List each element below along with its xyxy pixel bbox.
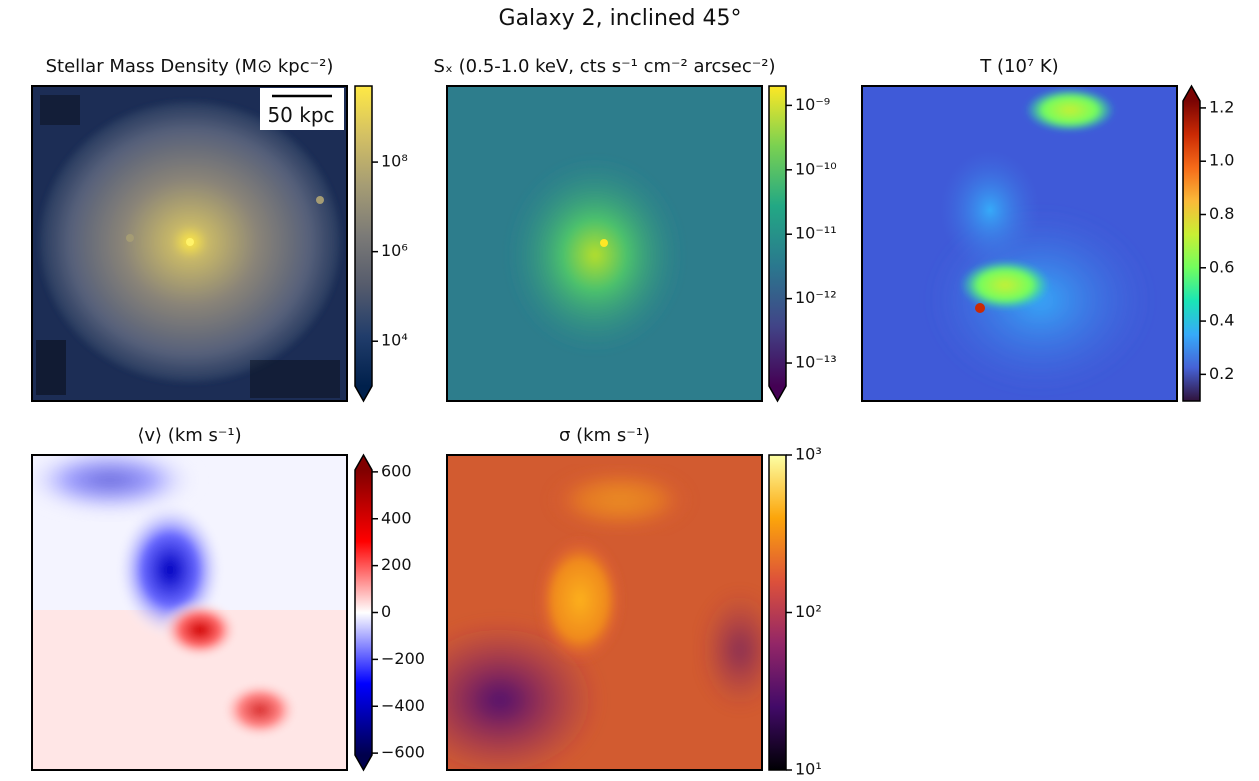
colorbar-outline: [354, 85, 373, 403]
colorbar: [1183, 101, 1200, 401]
panel-title: ⟨v⟩ (km s⁻¹): [137, 425, 241, 446]
colorbar-tick-label: 10⁶: [381, 241, 408, 260]
panel-title: Stellar Mass Density (M⊙ kpc⁻²): [46, 56, 334, 77]
image-stellar: [32, 86, 347, 401]
colorbar-tick-label: 10⁻¹⁰: [795, 159, 837, 178]
colorbar-tick-label: 0.2: [1209, 364, 1234, 383]
colorbar-tick-label: 1.0: [1209, 151, 1234, 170]
panel-title: T (10⁷ K): [979, 56, 1058, 77]
colorbar-extend-max: [1183, 86, 1200, 101]
colorbar-tick-label: 10¹: [795, 760, 822, 779]
colorbar-tick-label: −600: [381, 743, 425, 762]
colorbar-tick-label: 10⁻¹¹: [795, 224, 837, 243]
colorbar-tick-label: 0.8: [1209, 204, 1234, 223]
panel-title: σ (km s⁻¹): [559, 425, 650, 446]
colorbar-tick-label: 10⁴: [381, 331, 408, 350]
colorbar-tick-label: 10⁻¹³: [795, 353, 837, 372]
image-temperature: [862, 86, 1177, 401]
image-dispersion: [447, 455, 762, 770]
colorbar-tick-label: 10³: [795, 445, 822, 464]
colorbar: [355, 86, 372, 386]
colorbar-extend-min: [355, 386, 372, 401]
colorbar-outline: [768, 85, 787, 403]
colorbar-tick-label: 400: [381, 508, 412, 527]
colorbar-extend-min: [355, 755, 372, 770]
colorbar: [769, 86, 786, 386]
colorbar-tick-label: −400: [381, 696, 425, 715]
colorbar-tick-label: −200: [381, 649, 425, 668]
image-velocity: [32, 455, 347, 770]
colorbar-tick-label: 0.4: [1209, 311, 1234, 330]
scale-label: 50 kpc: [267, 103, 334, 127]
colorbar-tick-label: 10²: [795, 602, 822, 621]
colorbar-tick-label: 10⁻⁹: [795, 95, 830, 114]
colorbar-tick-label: 10⁻¹²: [795, 288, 837, 307]
colorbar-tick-label: 1.2: [1209, 97, 1234, 116]
colorbar-outline: [1182, 84, 1201, 402]
colorbar-tick-label: 0.6: [1209, 257, 1234, 276]
colorbar-tick-label: 200: [381, 555, 412, 574]
image-frame: [31, 454, 348, 771]
image-xray: [447, 86, 762, 401]
colorbar-tick-label: 600: [381, 461, 412, 480]
figure-title: Galaxy 2, inclined 45°: [499, 6, 742, 31]
colorbar: [769, 455, 786, 770]
colorbar-tick-label: 10⁸: [381, 152, 408, 171]
image-frame: [446, 454, 763, 771]
image-frame: [861, 85, 1178, 402]
image-frame: [31, 85, 348, 402]
image-frame: [446, 85, 763, 402]
colorbar-extend-max: [355, 455, 372, 470]
panel-title: Sₓ (0.5-1.0 keV, cts s⁻¹ cm⁻² arcsec⁻²): [434, 56, 776, 77]
colorbar-outline: [354, 453, 373, 772]
colorbar-tick-label: 0: [381, 602, 391, 621]
colorbar-extend-min: [769, 386, 786, 401]
colorbar: [355, 470, 372, 755]
